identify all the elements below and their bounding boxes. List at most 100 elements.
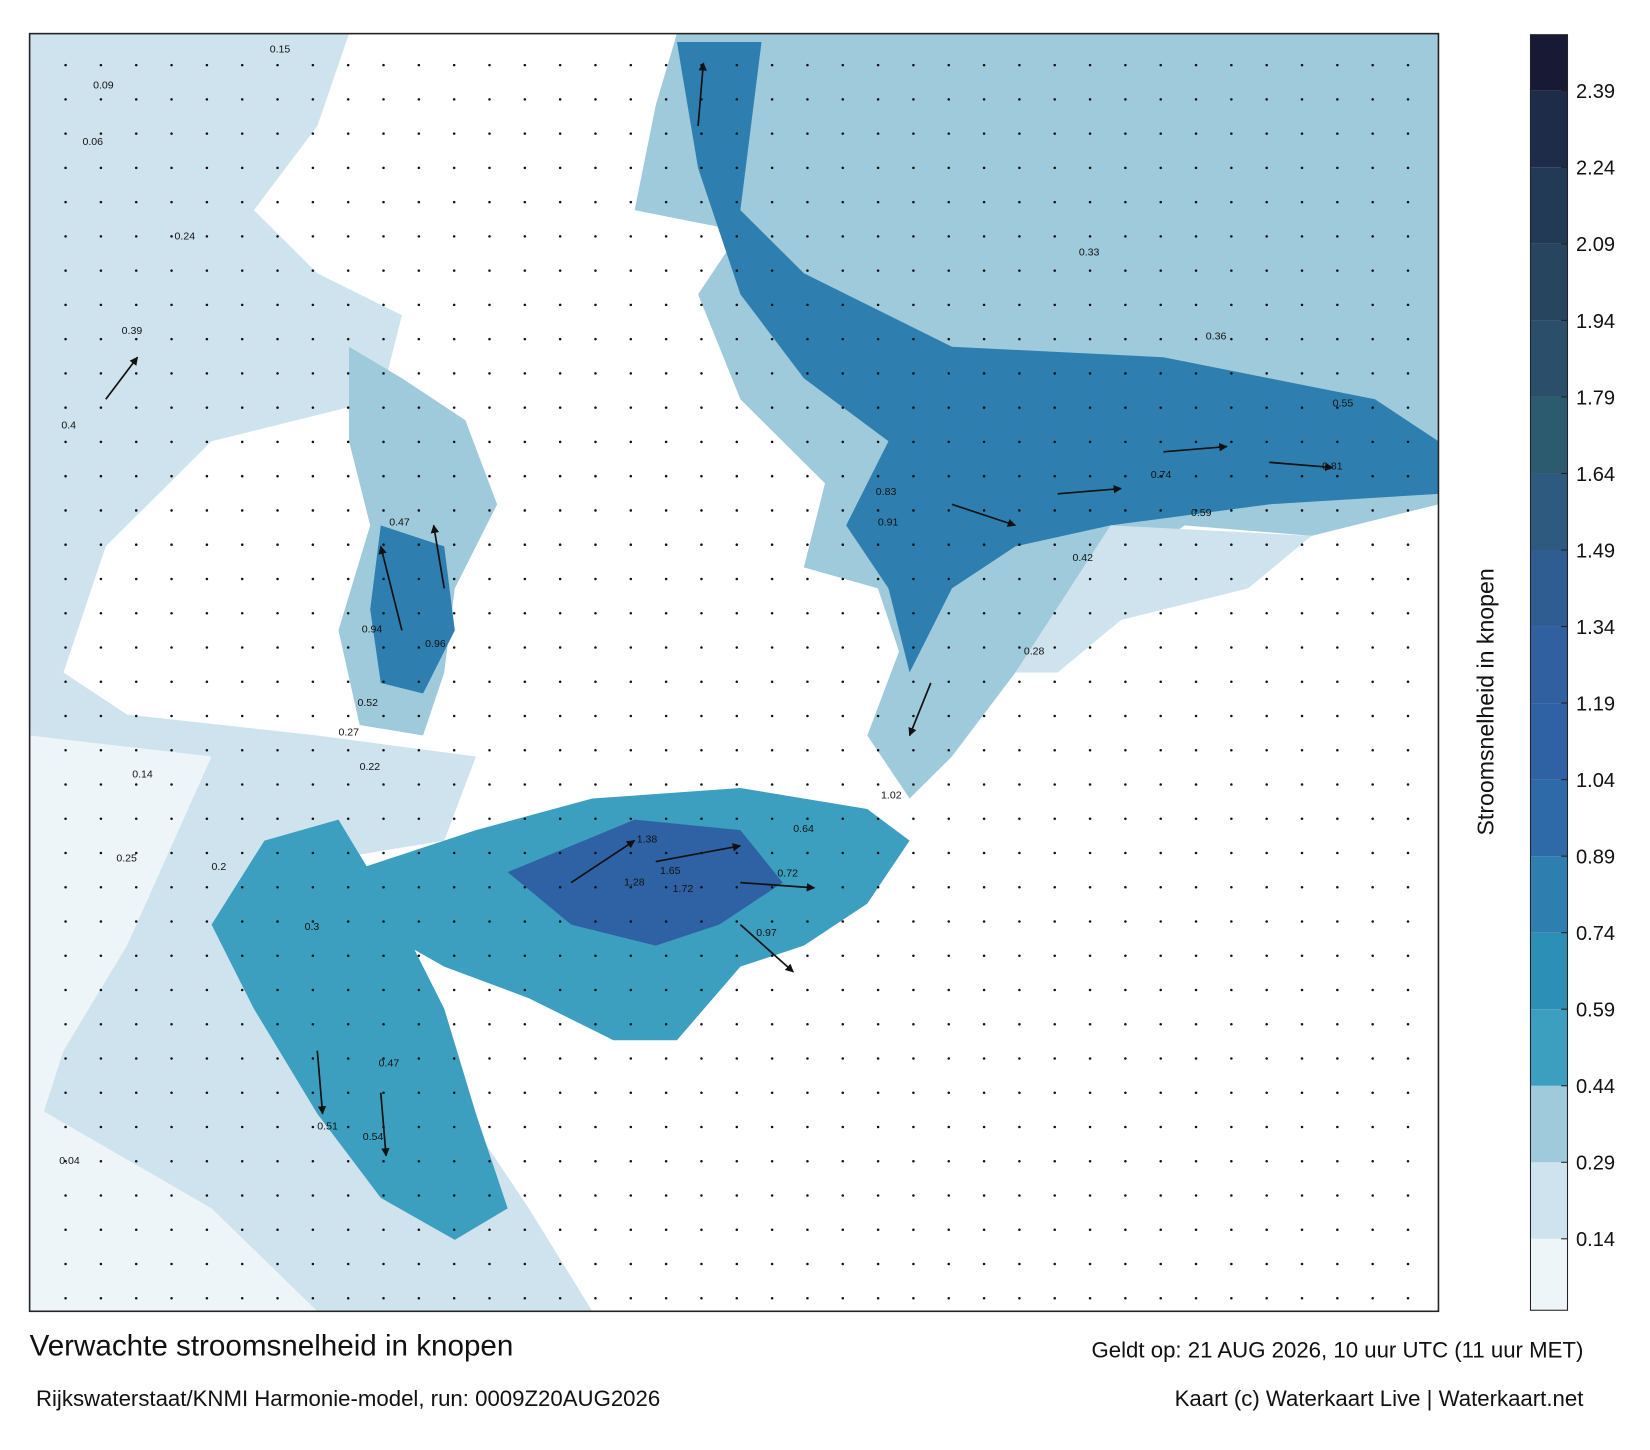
grid-dot [1053,1091,1056,1095]
grid-dot [876,748,880,752]
grid-dot [1088,200,1092,204]
grid-dot [488,748,491,752]
grid-dot [770,1057,774,1060]
grid-dot [488,1228,491,1232]
grid-dot [276,543,279,546]
grid-dot [1371,1125,1374,1129]
grid-dot [735,1125,739,1129]
grid-dot [1088,1160,1092,1163]
grid-dot [1018,372,1021,375]
grid-dot [1194,372,1198,375]
grid-dot [346,920,350,923]
grid-dot [1336,748,1339,752]
grid-dot [664,1194,668,1197]
grid-dot [912,440,915,444]
grid-dot [1230,269,1233,272]
grid-dot [700,783,703,786]
grid-dot [134,372,138,375]
grid-dot [629,98,633,101]
grid-dot [629,440,633,444]
grid-dot [1018,851,1021,855]
grid-dot [488,337,491,341]
grid-dot [876,920,880,923]
grid-dot [1265,1297,1268,1300]
grid-dot [594,714,597,718]
grid-dot [417,200,421,204]
grid-dot [982,920,986,923]
grid-dot [664,303,668,307]
grid-dot [947,1091,951,1095]
grid-dot [205,1194,209,1197]
grid-dot [417,1057,421,1060]
grid-dot [205,509,209,512]
colorbar-band [1530,779,1568,857]
grid-dot [346,303,350,307]
grid-dot [99,269,103,272]
grid-dot [876,372,880,375]
grid-dot [629,200,633,204]
value-label: 0.14 [132,769,153,781]
grid-dot [1371,1194,1374,1197]
grid-dot [700,200,703,204]
colorbar-tick-label: 1.79 [1576,387,1615,409]
grid-dot [1300,988,1304,992]
grid-dot [1088,1297,1092,1300]
grid-dot [1053,1022,1056,1026]
grid-dot [64,783,67,786]
grid-dot [64,748,67,752]
grid-dot [770,988,774,992]
grid-dot [876,646,880,649]
grid-dot [240,988,244,992]
grid-dot [982,954,986,957]
grid-dot [170,1262,173,1266]
grid-dot [205,200,209,204]
grid-dot [240,885,244,889]
grid-dot [488,851,491,855]
value-label: 0.25 [116,853,137,865]
grid-dot [1088,1057,1092,1060]
grid-dot [452,269,456,272]
grid-dot [346,646,350,649]
grid-dot [417,166,421,170]
grid-dot [629,166,633,170]
grid-dot [346,1125,350,1129]
grid-dot [170,63,173,67]
grid-dot [488,1194,491,1197]
grid-dot [1159,440,1162,444]
grid-dot [594,132,597,135]
grid-dot [170,1297,173,1300]
grid-dot [629,817,633,820]
grid-dot [417,63,421,67]
value-label: 0.06 [83,136,104,148]
grid-dot [417,885,421,889]
grid-dot [700,1022,703,1026]
grid-dot [276,646,279,649]
grid-dot [134,509,138,512]
grid-dot [1159,920,1162,923]
grid-dot [134,1262,138,1266]
grid-dot [99,885,103,889]
grid-dot [594,166,597,170]
grid-dot [700,577,703,581]
water-estuary-north-deep [370,525,455,694]
grid-dot [205,646,209,649]
grid-dot [1406,166,1410,170]
grid-dot [806,783,809,786]
grid-dot [205,714,209,718]
value-label: 0.33 [1079,246,1100,258]
grid-dot [1265,200,1268,204]
grid-dot [806,920,809,923]
grid-dot [276,1228,279,1232]
grid-dot [1230,372,1233,375]
value-label: 0.94 [362,624,383,636]
grid-dot [64,646,67,649]
grid-dot [1124,988,1127,992]
grid-dot [1265,577,1268,581]
grid-dot [876,988,880,992]
subtitle: Rijkswaterstaat/KNMI Harmonie-model, run… [36,1386,660,1411]
grid-dot [841,954,845,957]
grid-dot [841,337,845,341]
grid-dot [1018,1091,1021,1095]
grid-dot [1194,680,1198,683]
grid-dot [700,1057,703,1060]
